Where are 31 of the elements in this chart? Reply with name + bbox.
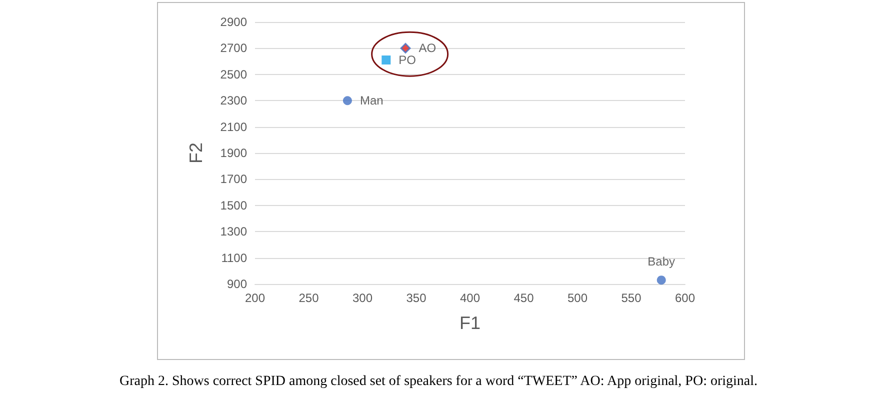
- x-tick-label: 550: [621, 291, 642, 305]
- y-tick-label: 900: [226, 277, 248, 291]
- y-tick-label: 2300: [220, 94, 248, 108]
- x-tick-label: 400: [460, 291, 480, 305]
- x-tick-label: 600: [674, 291, 696, 305]
- point: [382, 55, 391, 64]
- point: [656, 276, 666, 285]
- series-label: PO: [398, 52, 416, 67]
- y-tick-label: 1100: [221, 250, 248, 265]
- y-tick-label: 2700: [220, 41, 248, 56]
- caption: Graph 2. Shows correct SPID among closed set of speakers for a word “TWEET” AO: App original, PO: original.: [118, 374, 759, 390]
- x-tick-label: 250: [298, 291, 320, 305]
- y-tick-label: 1700: [220, 172, 248, 186]
- x-tick-label: 200: [244, 291, 266, 305]
- x-axis-title: F1: [459, 313, 481, 333]
- series-label: Man: [360, 94, 384, 108]
- x-tick-label: 500: [567, 291, 588, 305]
- series-label: Baby: [648, 254, 676, 269]
- y-tick-label: 1500: [220, 198, 248, 212]
- y-tick-label: 2500: [220, 67, 248, 82]
- x-tick-label: 450: [514, 291, 534, 305]
- y-tick-label: 1300: [220, 224, 248, 239]
- point: [400, 42, 411, 54]
- y-tick-label: 2900: [220, 15, 248, 29]
- y-axis-title: F2: [186, 142, 206, 164]
- x-tick-label: 300: [352, 291, 373, 305]
- point: [342, 96, 352, 106]
- series-label: AO: [418, 41, 436, 56]
- y-tick-label: 1900: [220, 146, 248, 160]
- x-tick-label: 350: [406, 291, 427, 305]
- y-tick-label: 2100: [220, 120, 248, 134]
